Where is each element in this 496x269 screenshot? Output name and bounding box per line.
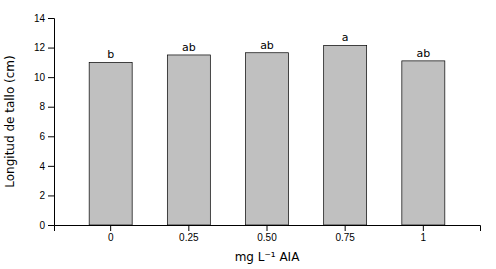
chart: 0 2 4 6 8 10 12 14 0 0.25 0.50 0.75 1 b ab ab a ab mg L⁻¹ … (0, 0, 496, 269)
x-axis-title: mg L⁻¹ AIA (235, 250, 301, 264)
x-tick-mark (345, 225, 346, 231)
y-tick: 10 (34, 72, 54, 83)
y-axis-line (48, 19, 55, 226)
x-tick: 0.25 (179, 225, 199, 243)
x-tick-mark (423, 225, 424, 231)
y-tick-mark (48, 18, 54, 19)
y-tick-mark (48, 107, 54, 108)
y-tick-mark (48, 48, 54, 49)
bar (167, 55, 210, 225)
y-tick-mark (48, 77, 54, 78)
y-tick-label: 0 (39, 220, 45, 231)
x-tick-mark (110, 225, 111, 231)
bar (89, 62, 132, 225)
x-tick-label: 1 (421, 232, 427, 243)
y-tick-label: 12 (34, 42, 46, 53)
x-tick-label: 0.50 (257, 232, 277, 243)
x-tick-label: 0.75 (335, 232, 355, 243)
y-axis: 0 2 4 6 8 10 12 14 (34, 13, 55, 231)
x-axis-line (55, 226, 481, 232)
y-tick-mark (48, 225, 54, 226)
x-tick-label: 0 (108, 232, 114, 243)
y-tick: 0 (39, 220, 54, 231)
x-tick: 1 (421, 225, 427, 243)
y-tick: 12 (34, 42, 54, 53)
x-tick-mark (188, 225, 189, 231)
y-tick: 8 (39, 101, 54, 112)
x-tick: 0 (108, 225, 114, 243)
x-tick-mark (267, 225, 268, 231)
annotations: b ab ab a ab (107, 31, 430, 61)
y-tick-label: 4 (39, 161, 45, 172)
y-tick-mark (48, 136, 54, 137)
y-tick-mark (48, 166, 54, 167)
y-tick-mark (48, 195, 54, 196)
y-axis-title: Longitud de tallo (cm) (3, 55, 17, 187)
y-tick-label: 8 (39, 101, 45, 112)
x-tick: 0.50 (257, 225, 277, 243)
annotation: b (107, 48, 114, 61)
y-tick: 6 (39, 131, 54, 142)
x-axis: 0 0.25 0.50 0.75 1 (55, 225, 481, 243)
y-tick-label: 14 (34, 13, 46, 24)
bar (402, 61, 445, 225)
y-tick: 2 (39, 190, 54, 201)
plot: 0 2 4 6 8 10 12 14 0 0.25 0.50 0.75 1 b ab ab a ab (34, 13, 481, 243)
annotation: ab (416, 47, 430, 60)
bars (89, 45, 445, 225)
y-tick-label: 10 (34, 72, 46, 83)
bar (324, 45, 367, 225)
annotation: ab (182, 41, 196, 54)
y-tick-label: 6 (39, 131, 45, 142)
y-tick-label: 2 (39, 190, 45, 201)
bar (246, 53, 289, 225)
y-tick: 14 (34, 13, 54, 24)
annotation: ab (260, 39, 274, 52)
y-tick: 4 (39, 161, 54, 172)
x-tick: 0.75 (335, 225, 355, 243)
annotation: a (342, 31, 349, 44)
x-tick-label: 0.25 (179, 232, 199, 243)
